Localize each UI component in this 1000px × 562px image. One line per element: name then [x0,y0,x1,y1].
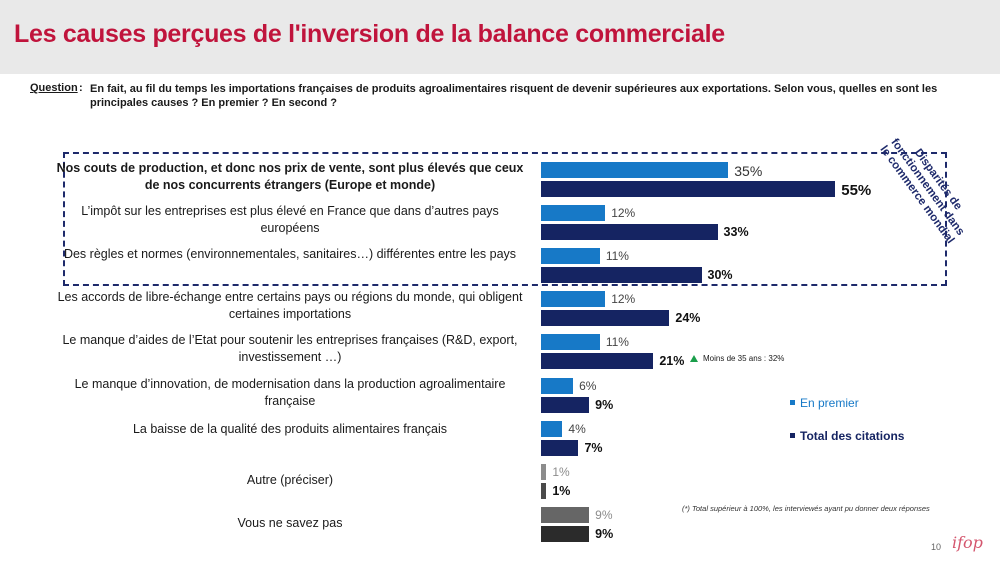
data-label: 11% [605,249,629,263]
data-label: 7% [584,441,603,455]
data-label: 1% [552,465,570,479]
bar-total-8 [541,526,590,542]
data-label: 9% [595,527,614,541]
data-label: 21% [659,354,685,368]
page-title: Les causes perçues de l'inversion de la … [14,20,725,48]
data-label: 12% [611,292,636,306]
data-label: 11% [605,335,629,349]
up-arrow-icon [690,355,698,362]
bar-total-3 [541,310,670,326]
highlight-box [63,152,947,286]
bar-en-premier-8 [541,507,590,523]
age-note: Moins de 35 ans : 32% [690,354,784,363]
bar-en-premier-4 [541,334,600,350]
legend-swatch-first [790,400,795,405]
age-note-text: Moins de 35 ans : 32% [703,354,785,363]
legend-label-total: Total des citations [800,429,905,443]
data-label: 30% [707,268,733,282]
category-label: Vous ne savez pas [237,516,343,530]
data-label: 4% [568,422,586,436]
bar-en-premier-6 [541,421,563,437]
legend-total-citations: Total des citations [790,429,904,443]
bar-en-premier-0 [541,162,729,178]
question-colon: : [79,82,83,94]
footnote: (*) Total supérieur à 100%, les intervie… [682,504,930,513]
bar-en-premier-3 [541,291,606,307]
bar-total-5 [541,397,590,413]
bar-en-premier-1 [541,205,606,221]
legend-label-first: En premier [800,396,859,410]
page-number: 10 [931,542,942,552]
bar-total-7 [541,483,547,499]
bar-en-premier-2 [541,248,600,264]
data-label: 33% [723,225,749,239]
data-label: 9% [595,398,614,412]
bar-en-premier-5 [541,378,574,394]
category-label: Le manque d’aides de l’Etat pour souteni… [62,333,518,364]
legend-swatch-total [790,433,795,438]
category-label: Les accords de libre-échange entre certa… [57,290,523,321]
question-text: En fait, au fil du temps les importation… [90,83,938,109]
bar-total-6 [541,440,579,456]
bar-total-1 [541,224,718,240]
data-label: 9% [595,508,613,522]
category-label: Des règles et normes (environnementales,… [63,247,517,261]
data-label: 24% [675,311,701,325]
ifop-logo: ifop [952,533,983,552]
category-label: Le manque d’innovation, de modernisation… [74,377,506,408]
category-label: L’impôt sur les entreprises est plus éle… [81,204,499,235]
bar-total-4 [541,353,654,369]
category-label: Nos couts de production, et donc nos pri… [56,161,524,192]
bar-en-premier-7 [541,464,547,480]
data-label: 6% [579,379,597,393]
category-label: La baisse de la qualité des produits ali… [132,422,448,436]
data-label: 1% [552,484,571,498]
bar-total-2 [541,267,702,283]
data-label: 55% [841,182,872,199]
header-band [0,0,1000,74]
data-label: 12% [611,206,636,220]
bar-total-0 [541,181,836,197]
data-label: 35% [734,163,763,179]
category-label: Autre (préciser) [246,473,334,487]
question-label: Question [30,82,78,94]
legend-en-premier: En premier [790,396,859,410]
